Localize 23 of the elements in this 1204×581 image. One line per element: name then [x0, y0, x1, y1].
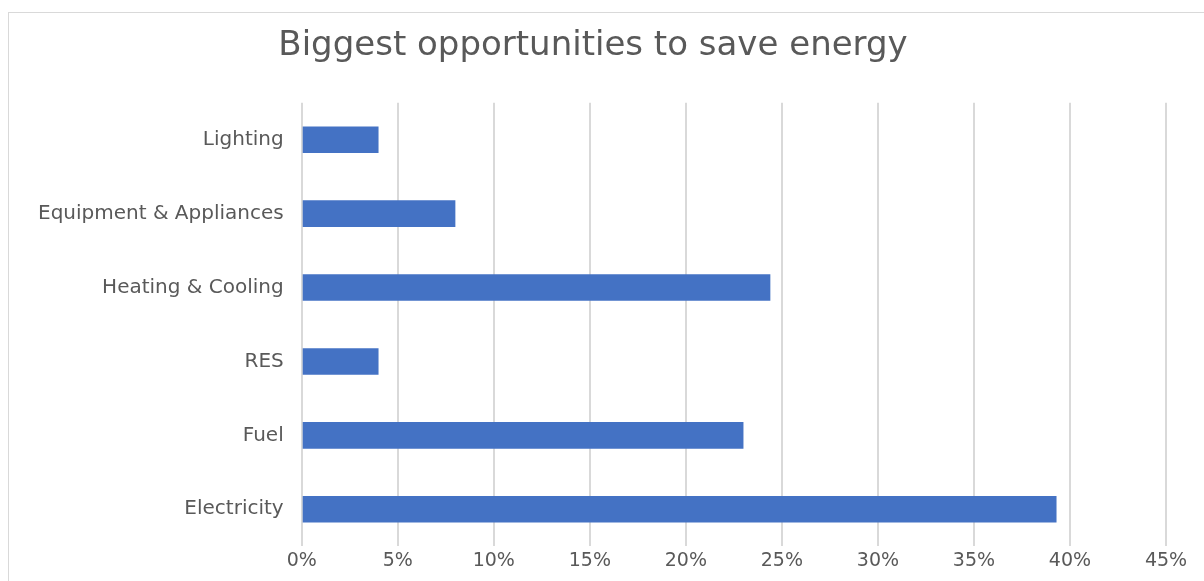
x-tick-label: 15% [568, 547, 611, 570]
x-tick-label: 5% [382, 547, 413, 570]
y-tick-label: Heating & Cooling [102, 273, 284, 298]
bar [302, 348, 379, 375]
y-tick-label: Lighting [202, 125, 284, 150]
x-tick-label: 40% [1048, 547, 1092, 570]
chart-title: Biggest opportunities to save energy [278, 23, 908, 64]
x-tick-label: 20% [664, 547, 707, 570]
y-tick-label: RES [244, 347, 284, 372]
bar [302, 274, 771, 301]
y-tick-label: Electricity [184, 495, 284, 520]
x-tick-label: 10% [472, 547, 515, 570]
bar [302, 126, 379, 154]
x-tick-label: 25% [760, 547, 803, 570]
bar [302, 422, 744, 449]
x-tick-label: 0% [286, 547, 317, 570]
bar [302, 495, 1057, 523]
x-tick-label: 45% [1144, 547, 1188, 570]
x-tick-label: 35% [952, 547, 996, 570]
y-tick-label: Equipment & Appliances [37, 199, 284, 224]
x-tick-label: 30% [856, 547, 900, 570]
bar [302, 200, 456, 227]
y-tick-label: Fuel [242, 421, 284, 446]
